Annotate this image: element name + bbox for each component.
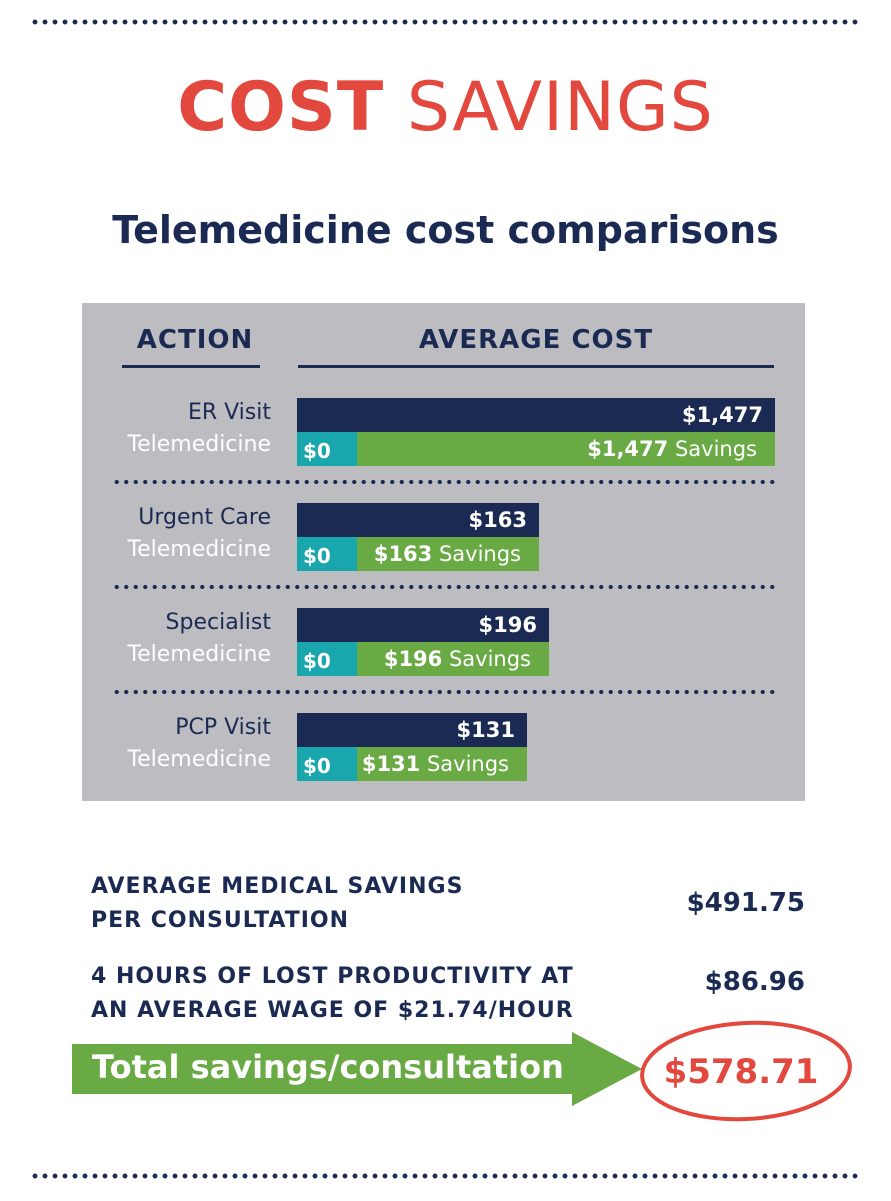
savings-word-label: Savings xyxy=(420,752,509,776)
row-dotted-divider xyxy=(112,584,775,590)
action-column-header: ACTION xyxy=(136,325,254,355)
savings-word-label: Savings xyxy=(668,437,757,461)
row-dotted-divider xyxy=(112,689,775,695)
row-label: Specialist xyxy=(165,610,271,635)
savings-amount-label: $196 xyxy=(383,647,443,671)
chart-subtitle: Telemedicine cost comparisons xyxy=(112,208,779,252)
cost-bar: $196 xyxy=(297,608,549,642)
action-header-underline xyxy=(122,365,260,368)
cost-bar: $131 xyxy=(297,713,527,747)
total-arrow-icon xyxy=(72,1032,642,1106)
cost-bar: $163 xyxy=(297,503,539,537)
comparison-panel: ACTION AVERAGE COST ER Visit Telemedicine… xyxy=(82,303,805,801)
row-dotted-divider xyxy=(112,479,775,485)
productivity-label-line2: AN AVERAGE WAGE OF $21.74/HOUR xyxy=(91,998,574,1023)
row-label: PCP Visit xyxy=(175,715,271,740)
avg-savings-label-line2: PER CONSULTATION xyxy=(91,908,350,933)
savings-segment: $196 Savings xyxy=(357,642,549,676)
top-dotted-divider xyxy=(30,18,862,26)
telemedicine-bar: $0 $131 Savings xyxy=(297,747,527,781)
productivity-value: $86.96 xyxy=(704,967,805,997)
row-label: Urgent Care xyxy=(138,505,271,530)
telemedicine-cost-segment: $0 xyxy=(297,642,357,676)
telemedicine-cost-segment: $0 xyxy=(297,747,357,781)
savings-segment: $131 Savings xyxy=(357,747,527,781)
telemedicine-bar: $0 $1,477 Savings xyxy=(297,432,775,466)
row-sub-label: Telemedicine xyxy=(127,642,271,667)
total-savings-value: $578.71 xyxy=(663,1052,819,1092)
page-title: COST SAVINGS xyxy=(0,68,891,147)
savings-amount-label: $131 xyxy=(361,752,421,776)
productivity-label-line1: 4 HOURS OF LOST PRODUCTIVITY AT xyxy=(91,964,574,989)
total-savings-label: Total savings/consultation xyxy=(92,1048,564,1086)
telemedicine-bar: $0 $163 Savings xyxy=(297,537,539,571)
avg-savings-label-line1: AVERAGE MEDICAL SAVINGS xyxy=(91,874,464,899)
row-sub-label: Telemedicine xyxy=(127,537,271,562)
savings-amount-label: $1,477 xyxy=(587,437,669,461)
bottom-dotted-divider xyxy=(30,1172,862,1180)
savings-word-label: Savings xyxy=(432,542,521,566)
savings-amount-label: $163 xyxy=(373,542,433,566)
telemedicine-bar: $0 $196 Savings xyxy=(297,642,549,676)
savings-segment: $1,477 Savings xyxy=(357,432,775,466)
average-cost-header-underline xyxy=(298,365,774,368)
title-bold-word: COST xyxy=(177,68,385,147)
average-cost-column-header: AVERAGE COST xyxy=(418,325,654,355)
savings-word-label: Savings xyxy=(442,647,531,671)
row-label: ER Visit xyxy=(187,400,271,425)
total-highlight-circle-icon xyxy=(640,1020,852,1122)
title-light-word: SAVINGS xyxy=(406,68,714,147)
row-sub-label: Telemedicine xyxy=(127,747,271,772)
savings-segment: $163 Savings xyxy=(357,537,539,571)
telemedicine-cost-segment: $0 xyxy=(297,537,357,571)
telemedicine-cost-segment: $0 xyxy=(297,432,357,466)
row-sub-label: Telemedicine xyxy=(127,432,271,457)
avg-savings-value: $491.75 xyxy=(686,888,805,918)
cost-bar: $1,477 xyxy=(297,398,775,432)
